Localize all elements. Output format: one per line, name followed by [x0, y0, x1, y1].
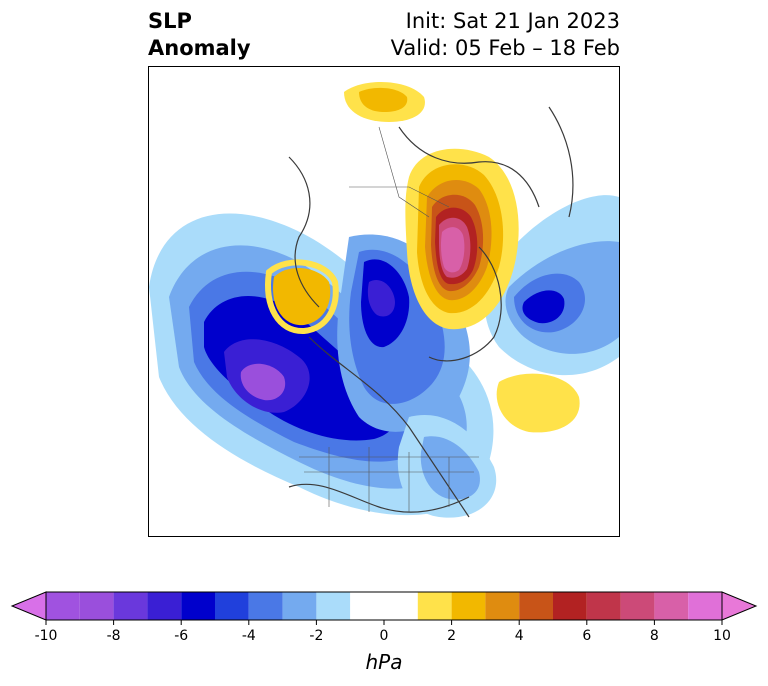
colorbar-extend-low	[10, 591, 47, 621]
colorbar-bin	[46, 592, 80, 620]
colorbar-bin	[451, 592, 486, 620]
title-line-variable: SLP	[148, 9, 192, 33]
positive-anomaly-eastasia	[496, 373, 580, 433]
colorbar-bin	[350, 592, 418, 620]
colorbar-bin	[519, 592, 553, 620]
colorbar-bin	[248, 592, 283, 620]
colorbar-bin	[79, 592, 114, 620]
colorbar-bin	[113, 592, 148, 620]
coastlines	[288, 106, 574, 518]
colorbar-tick-label: -4	[241, 628, 256, 644]
valid-date-label: Valid: 05 Feb – 18 Feb	[390, 36, 620, 60]
colorbar-bin	[215, 592, 249, 620]
colorbar-bin	[417, 592, 452, 620]
colorbar-bin	[553, 592, 587, 620]
colorbar-tick-label: -10	[34, 628, 58, 644]
colorbar-bin	[485, 592, 520, 620]
colorbar-bin	[181, 592, 215, 620]
colorbar-tick-label: 4	[514, 628, 524, 644]
map-panel	[148, 66, 620, 537]
map-plot	[149, 81, 619, 518]
colorbar-bin	[147, 592, 182, 620]
init-date-label: Init: Sat 21 Jan 2023	[405, 9, 620, 33]
colorbar-bin	[586, 592, 621, 620]
colorbar-tick-label: 8	[649, 628, 659, 644]
colorbar-bin	[316, 592, 351, 620]
political-borders	[299, 126, 479, 512]
positive-anomaly-europe	[344, 81, 425, 122]
map-title-dates: Init: Sat 21 Jan 2023 Valid: 05 Feb – 18…	[391, 8, 620, 62]
colorbar-unit-label: hPa	[365, 650, 403, 674]
map-title-variable: SLP Anomaly	[148, 8, 251, 62]
colorbar-tick-label: -6	[174, 628, 189, 644]
positive-anomaly-greenland-outer	[265, 259, 339, 335]
colorbar-bin	[654, 592, 689, 620]
title-line-anomaly: Anomaly	[148, 36, 251, 60]
colorbar-tick-label: -8	[106, 628, 121, 644]
colorbar-bin	[620, 592, 655, 620]
negative-anomaly-eurasia	[484, 195, 619, 376]
colorbar-tick-label: 2	[447, 628, 457, 644]
colorbar-bin	[282, 592, 317, 620]
negative-anomaly-atlantic	[397, 415, 497, 518]
colorbar	[10, 591, 758, 625]
colorbar-extend-high	[721, 591, 758, 621]
positive-anomaly-greenland	[273, 267, 331, 326]
colorbar-bin	[688, 592, 722, 620]
colorbar-tick-label: 10	[713, 628, 731, 644]
colorbar-tick-label: 6	[582, 628, 592, 644]
colorbar-tick-label: 0	[379, 628, 389, 644]
colorbar-tick-label: -2	[309, 628, 324, 644]
